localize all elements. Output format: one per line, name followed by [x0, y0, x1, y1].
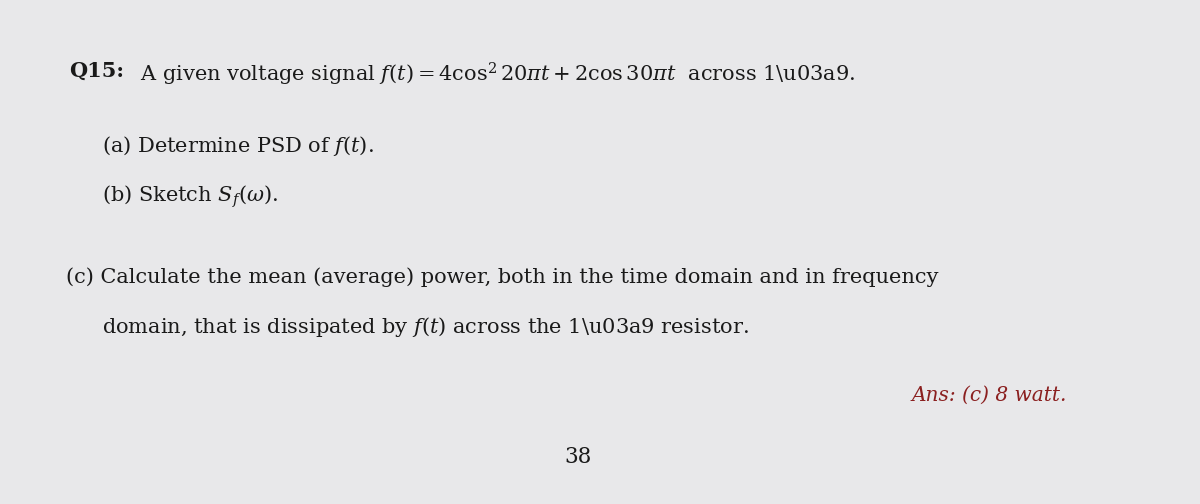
- Text: (c) Calculate the mean (average) power, both in the time domain and in frequency: (c) Calculate the mean (average) power, …: [66, 267, 938, 287]
- Text: (a) Determine PSD of $f(t)$.: (a) Determine PSD of $f(t)$.: [102, 134, 374, 158]
- Text: Q15:: Q15:: [70, 60, 125, 81]
- Text: 38: 38: [564, 446, 592, 468]
- Text: Ans: (c) 8 watt.: Ans: (c) 8 watt.: [912, 386, 1067, 405]
- Text: A given voltage signal $f(t) = 4\cos^2 20\pi t + 2\cos 30\pi t$  across 1\u03a9.: A given voltage signal $f(t) = 4\cos^2 2…: [134, 60, 856, 88]
- Text: (b) Sketch $S_f(\omega)$.: (b) Sketch $S_f(\omega)$.: [102, 184, 278, 211]
- Text: domain, that is dissipated by $f(t)$ across the 1\u03a9 resistor.: domain, that is dissipated by $f(t)$ acr…: [102, 315, 749, 339]
